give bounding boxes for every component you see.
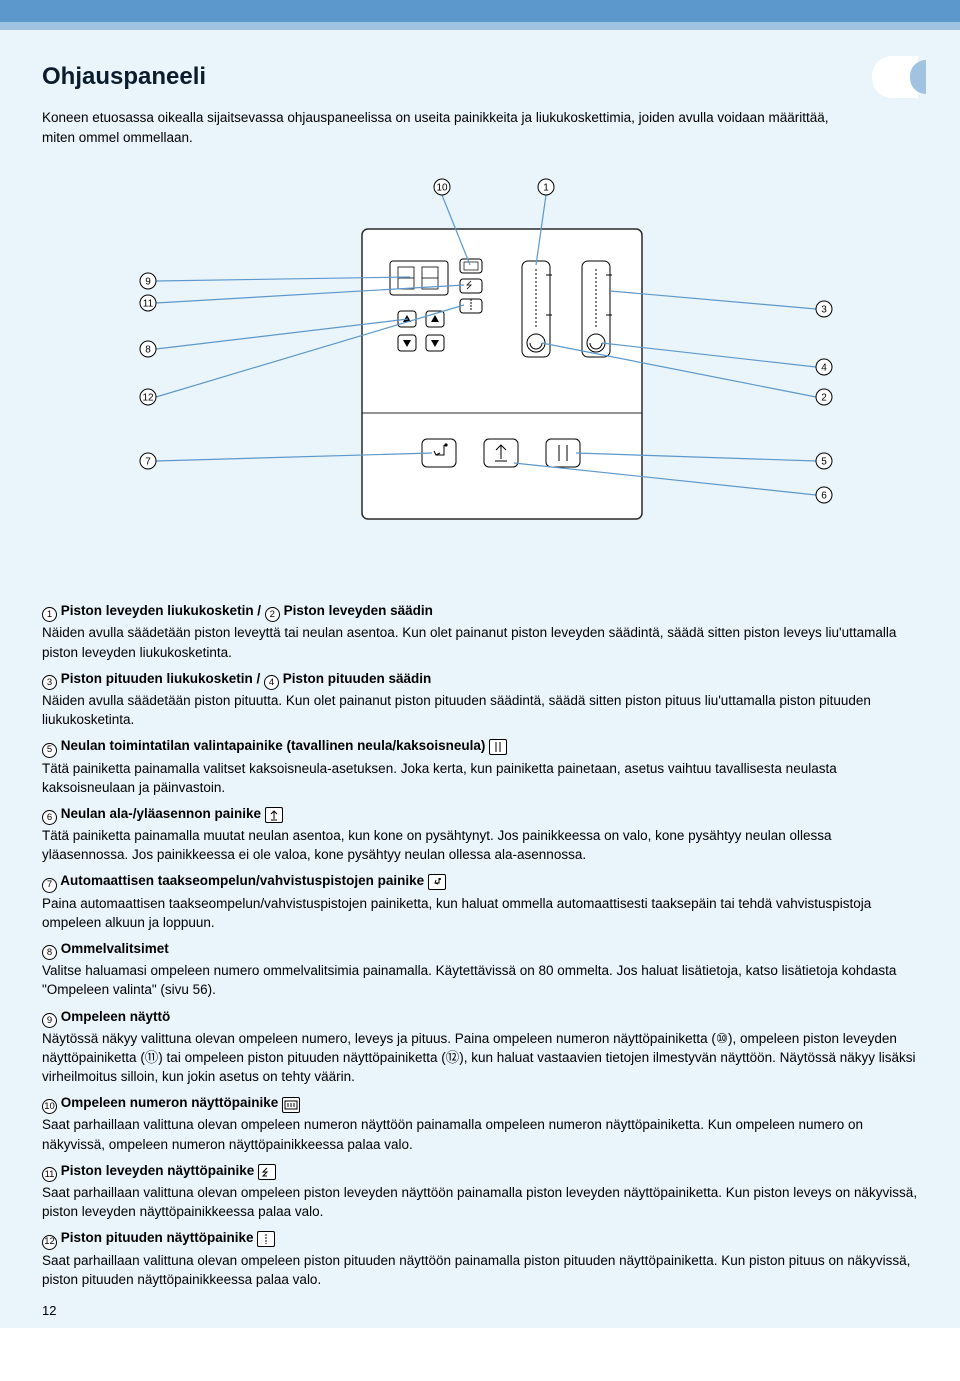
circled-number-icon: 12 <box>42 1235 57 1250</box>
description-heading: 9 Ompeleen näyttö <box>42 1009 918 1028</box>
description-body: Näiden avulla säädetään piston pituutta.… <box>42 691 918 729</box>
svg-text:2: 2 <box>821 393 827 404</box>
description-heading: 1 Piston leveyden liukukosketin / 2 Pist… <box>42 603 918 622</box>
description-heading: 5 Neulan toimintatilan valintapainike (t… <box>42 738 918 757</box>
description-heading: 8 Ommelvalitsimet <box>42 941 918 960</box>
svg-text:7: 7 <box>145 457 151 468</box>
description-item: 6 Neulan ala-/yläasennon painike Tätä pa… <box>42 806 918 865</box>
description-heading-text: Neulan toimintatilan valintapainike (tav… <box>57 738 489 753</box>
description-heading-text: Ompeleen numeron näyttöpainike <box>57 1095 282 1110</box>
description-body: Tätä painiketta painamalla muutat neulan… <box>42 826 918 864</box>
description-item: 5 Neulan toimintatilan valintapainike (t… <box>42 738 918 797</box>
description-heading: 7 Automaattisen taakseompelun/vahvistusp… <box>42 873 918 892</box>
svg-text:9: 9 <box>145 277 151 288</box>
length-icon <box>257 1231 275 1247</box>
display-num-icon <box>282 1097 300 1113</box>
svg-text:4: 4 <box>821 363 827 374</box>
circled-number-icon: 7 <box>42 878 57 893</box>
svg-text:3: 3 <box>821 305 827 316</box>
svg-text:5: 5 <box>821 457 827 468</box>
description-heading: 3 Piston pituuden liukukosketin / 4 Pist… <box>42 671 918 690</box>
description-heading: 6 Neulan ala-/yläasennon painike <box>42 806 918 825</box>
description-heading-text: Piston pituuden liukukosketin / <box>57 671 264 686</box>
intro-text: Koneen etuosassa oikealla sijaitsevassa … <box>42 108 862 147</box>
tab-indicator <box>872 56 918 98</box>
header-band <box>0 0 960 22</box>
description-heading: 10 Ompeleen numeron näyttöpainike <box>42 1095 918 1114</box>
description-heading: 11 Piston leveyden näyttöpainike <box>42 1163 918 1182</box>
description-body: Tätä painiketta painamalla valitset kaks… <box>42 759 918 797</box>
control-panel-diagram: 9 11 8 12 7 3 4 2 5 6 10 1 <box>42 153 918 593</box>
twin-needle-icon <box>489 739 507 755</box>
svg-text:12: 12 <box>142 393 154 404</box>
description-body: Paina automaattisen taakseompelun/vahvis… <box>42 894 918 932</box>
page-number: 12 <box>42 1303 56 1318</box>
circled-number-icon: 10 <box>42 1099 57 1114</box>
circled-number-icon: 8 <box>42 945 57 960</box>
circled-number-icon: 4 <box>264 675 279 690</box>
description-item: 12 Piston pituuden näyttöpainike Saat pa… <box>42 1230 918 1289</box>
description-heading-text: Automaattisen taakseompelun/vahvistuspis… <box>57 873 428 888</box>
description-item: 3 Piston pituuden liukukosketin / 4 Pist… <box>42 671 918 730</box>
description-heading-text: Piston pituuden säädin <box>279 671 431 686</box>
reverse-icon <box>428 874 446 890</box>
header-subband <box>0 22 960 30</box>
description-heading-text: Piston leveyden säädin <box>280 603 433 618</box>
description-item: 10 Ompeleen numeron näyttöpainike Saat p… <box>42 1095 918 1154</box>
circled-number-icon: 1 <box>42 607 57 622</box>
description-item: 1 Piston leveyden liukukosketin / 2 Pist… <box>42 603 918 662</box>
description-body: Valitse haluamasi ompeleen numero ommelv… <box>42 961 918 999</box>
circled-number-icon: 5 <box>42 743 57 758</box>
page-title: Ohjauspaneeli <box>42 63 206 91</box>
svg-text:6: 6 <box>821 491 827 502</box>
descriptions-list: 1 Piston leveyden liukukosketin / 2 Pist… <box>42 603 918 1289</box>
description-heading-text: Neulan ala-/yläasennon painike <box>57 806 265 821</box>
width-icon <box>258 1164 276 1180</box>
description-item: 11 Piston leveyden näyttöpainike Saat pa… <box>42 1163 918 1222</box>
description-body: Näiden avulla säädetään piston leveyttä … <box>42 623 918 661</box>
description-heading-text: Piston leveyden näyttöpainike <box>57 1163 258 1178</box>
svg-text:10: 10 <box>436 183 448 194</box>
description-item: 9 Ompeleen näyttöNäytössä näkyy valittun… <box>42 1009 918 1087</box>
description-body: Saat parhaillaan valittuna olevan ompele… <box>42 1183 918 1221</box>
svg-text:8: 8 <box>145 345 151 356</box>
circled-number-icon: 2 <box>265 607 280 622</box>
description-body: Saat parhaillaan valittuna olevan ompele… <box>42 1251 918 1289</box>
circled-number-icon: 6 <box>42 810 57 825</box>
description-heading-text: Ompeleen näyttö <box>57 1009 170 1024</box>
circled-number-icon: 11 <box>42 1167 57 1182</box>
description-body: Saat parhaillaan valittuna olevan ompele… <box>42 1115 918 1153</box>
description-item: 7 Automaattisen taakseompelun/vahvistusp… <box>42 873 918 932</box>
svg-text:1: 1 <box>543 183 549 194</box>
description-item: 8 OmmelvalitsimetValitse haluamasi ompel… <box>42 941 918 1000</box>
description-heading-text: Piston leveyden liukukosketin / <box>57 603 265 618</box>
description-heading-text: Ommelvalitsimet <box>57 941 169 956</box>
circled-number-icon: 3 <box>42 675 57 690</box>
description-body: Näytössä näkyy valittuna olevan ompeleen… <box>42 1029 918 1086</box>
description-heading-text: Piston pituuden näyttöpainike <box>57 1230 257 1245</box>
description-heading: 12 Piston pituuden näyttöpainike <box>42 1230 918 1249</box>
circled-number-icon: 9 <box>42 1013 57 1028</box>
needle-updown-icon <box>265 807 283 823</box>
svg-text:11: 11 <box>143 299 154 310</box>
